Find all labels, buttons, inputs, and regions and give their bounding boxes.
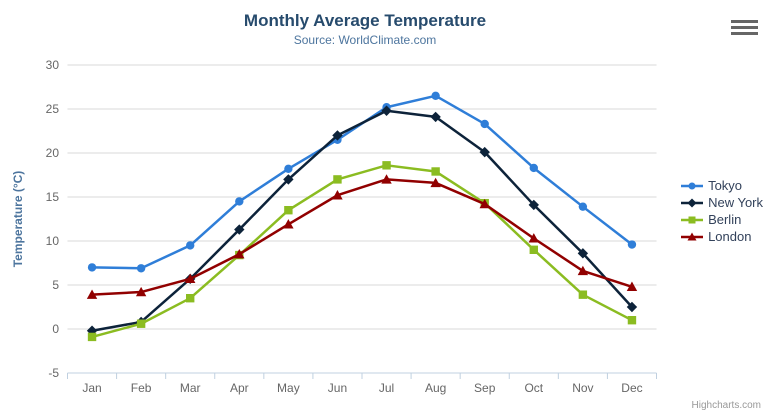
export-menu-icon[interactable] <box>731 20 758 38</box>
data-point-marker <box>480 119 489 129</box>
triangle-legend-marker-icon <box>681 232 704 240</box>
data-point-marker <box>186 294 195 303</box>
data-point-marker <box>185 273 196 284</box>
square-legend-marker-icon <box>681 216 704 223</box>
x-axis-label: Nov <box>572 381 593 395</box>
x-axis-label: May <box>277 381 300 395</box>
data-point-marker <box>186 241 195 250</box>
x-axis-label: Feb <box>131 381 152 395</box>
chart-subtitle: Source: WorldClimate.com <box>293 33 437 47</box>
x-axis-label: Jul <box>379 381 394 395</box>
data-point-marker <box>283 174 294 185</box>
legend-label: Berlin <box>708 212 742 227</box>
diamond-legend-marker-icon <box>681 198 704 207</box>
data-point-marker <box>136 264 146 273</box>
legend-item-london[interactable]: London <box>681 228 763 245</box>
burger-bar <box>731 32 758 35</box>
data-point-marker <box>382 161 391 170</box>
y-axis-label: 10 <box>46 234 60 248</box>
x-axis-label: Sep <box>474 381 496 395</box>
series-line <box>91 109 633 332</box>
circle-legend-marker-icon <box>681 182 704 189</box>
data-point-marker <box>528 233 539 243</box>
y-axis-label: 5 <box>52 278 59 292</box>
legend-item-tokyo[interactable]: Tokyo <box>681 177 763 194</box>
data-point-marker <box>234 249 245 259</box>
burger-bar <box>731 20 758 23</box>
x-axis-label: Jan <box>82 381 101 395</box>
y-axis-label: -5 <box>48 366 59 380</box>
data-point-marker <box>234 224 245 235</box>
data-point-marker <box>688 182 696 189</box>
legend-label: London <box>708 229 752 244</box>
data-point-marker <box>381 174 392 184</box>
series-london <box>86 174 638 299</box>
data-point-marker <box>577 265 589 276</box>
data-point-marker <box>332 190 343 200</box>
series-new-york <box>86 105 638 336</box>
burger-bar <box>731 26 758 29</box>
series-line <box>91 178 633 296</box>
x-axis-label: Oct <box>524 381 543 395</box>
data-point-marker <box>430 177 441 188</box>
data-point-marker <box>332 130 343 141</box>
data-point-marker <box>528 199 539 211</box>
data-point-marker <box>333 175 342 184</box>
data-point-marker <box>627 240 637 249</box>
data-point-marker <box>284 164 293 174</box>
data-point-marker <box>626 301 638 313</box>
data-point-marker <box>529 245 538 254</box>
data-point-marker <box>86 289 98 299</box>
x-axis-label: Mar <box>180 381 201 395</box>
data-point-marker <box>284 206 293 215</box>
data-point-marker <box>136 319 146 328</box>
data-point-marker <box>529 163 538 173</box>
chart-title: Monthly Average Temperature <box>243 11 487 30</box>
data-point-marker <box>578 290 588 299</box>
data-point-marker <box>479 146 490 158</box>
data-point-marker <box>87 263 97 272</box>
data-point-marker <box>87 332 97 342</box>
data-point-marker <box>381 105 392 116</box>
data-point-marker <box>626 281 638 291</box>
data-point-marker <box>430 111 441 123</box>
data-point-marker <box>688 216 696 223</box>
highcharts-credit-link[interactable]: Highcharts.com <box>691 400 761 411</box>
legend-item-berlin[interactable]: Berlin <box>681 211 763 228</box>
series-tokyo <box>87 91 637 273</box>
y-axis-label: 0 <box>52 322 59 336</box>
y-axis-label: 20 <box>46 146 60 160</box>
legend-label: Tokyo <box>708 178 743 193</box>
series-line <box>92 94 633 270</box>
data-point-marker <box>135 286 147 297</box>
data-point-marker <box>431 167 440 176</box>
data-point-marker <box>479 198 490 209</box>
data-point-marker <box>431 91 440 101</box>
y-axis-label: 30 <box>46 58 60 72</box>
x-axis-label: Dec <box>621 381 642 395</box>
data-point-marker <box>283 219 294 229</box>
y-axis-label: 25 <box>46 102 60 116</box>
x-axis-label: Apr <box>230 381 249 395</box>
data-point-marker <box>578 202 588 211</box>
legend-label: New York <box>708 195 763 210</box>
legend: Tokyo New York Berlin London <box>681 177 763 245</box>
data-point-marker <box>687 232 697 240</box>
y-axis-title: Temperature (°C) <box>11 171 25 268</box>
series-line <box>91 164 633 339</box>
legend-item-new-york[interactable]: New York <box>681 194 763 211</box>
data-point-marker <box>687 198 697 207</box>
data-point-marker <box>627 316 637 325</box>
x-axis-label: Aug <box>425 381 446 395</box>
y-axis-label: 15 <box>46 190 60 204</box>
data-point-marker <box>235 197 244 206</box>
x-axis-label: Jun <box>328 381 347 395</box>
data-point-marker <box>577 248 589 259</box>
